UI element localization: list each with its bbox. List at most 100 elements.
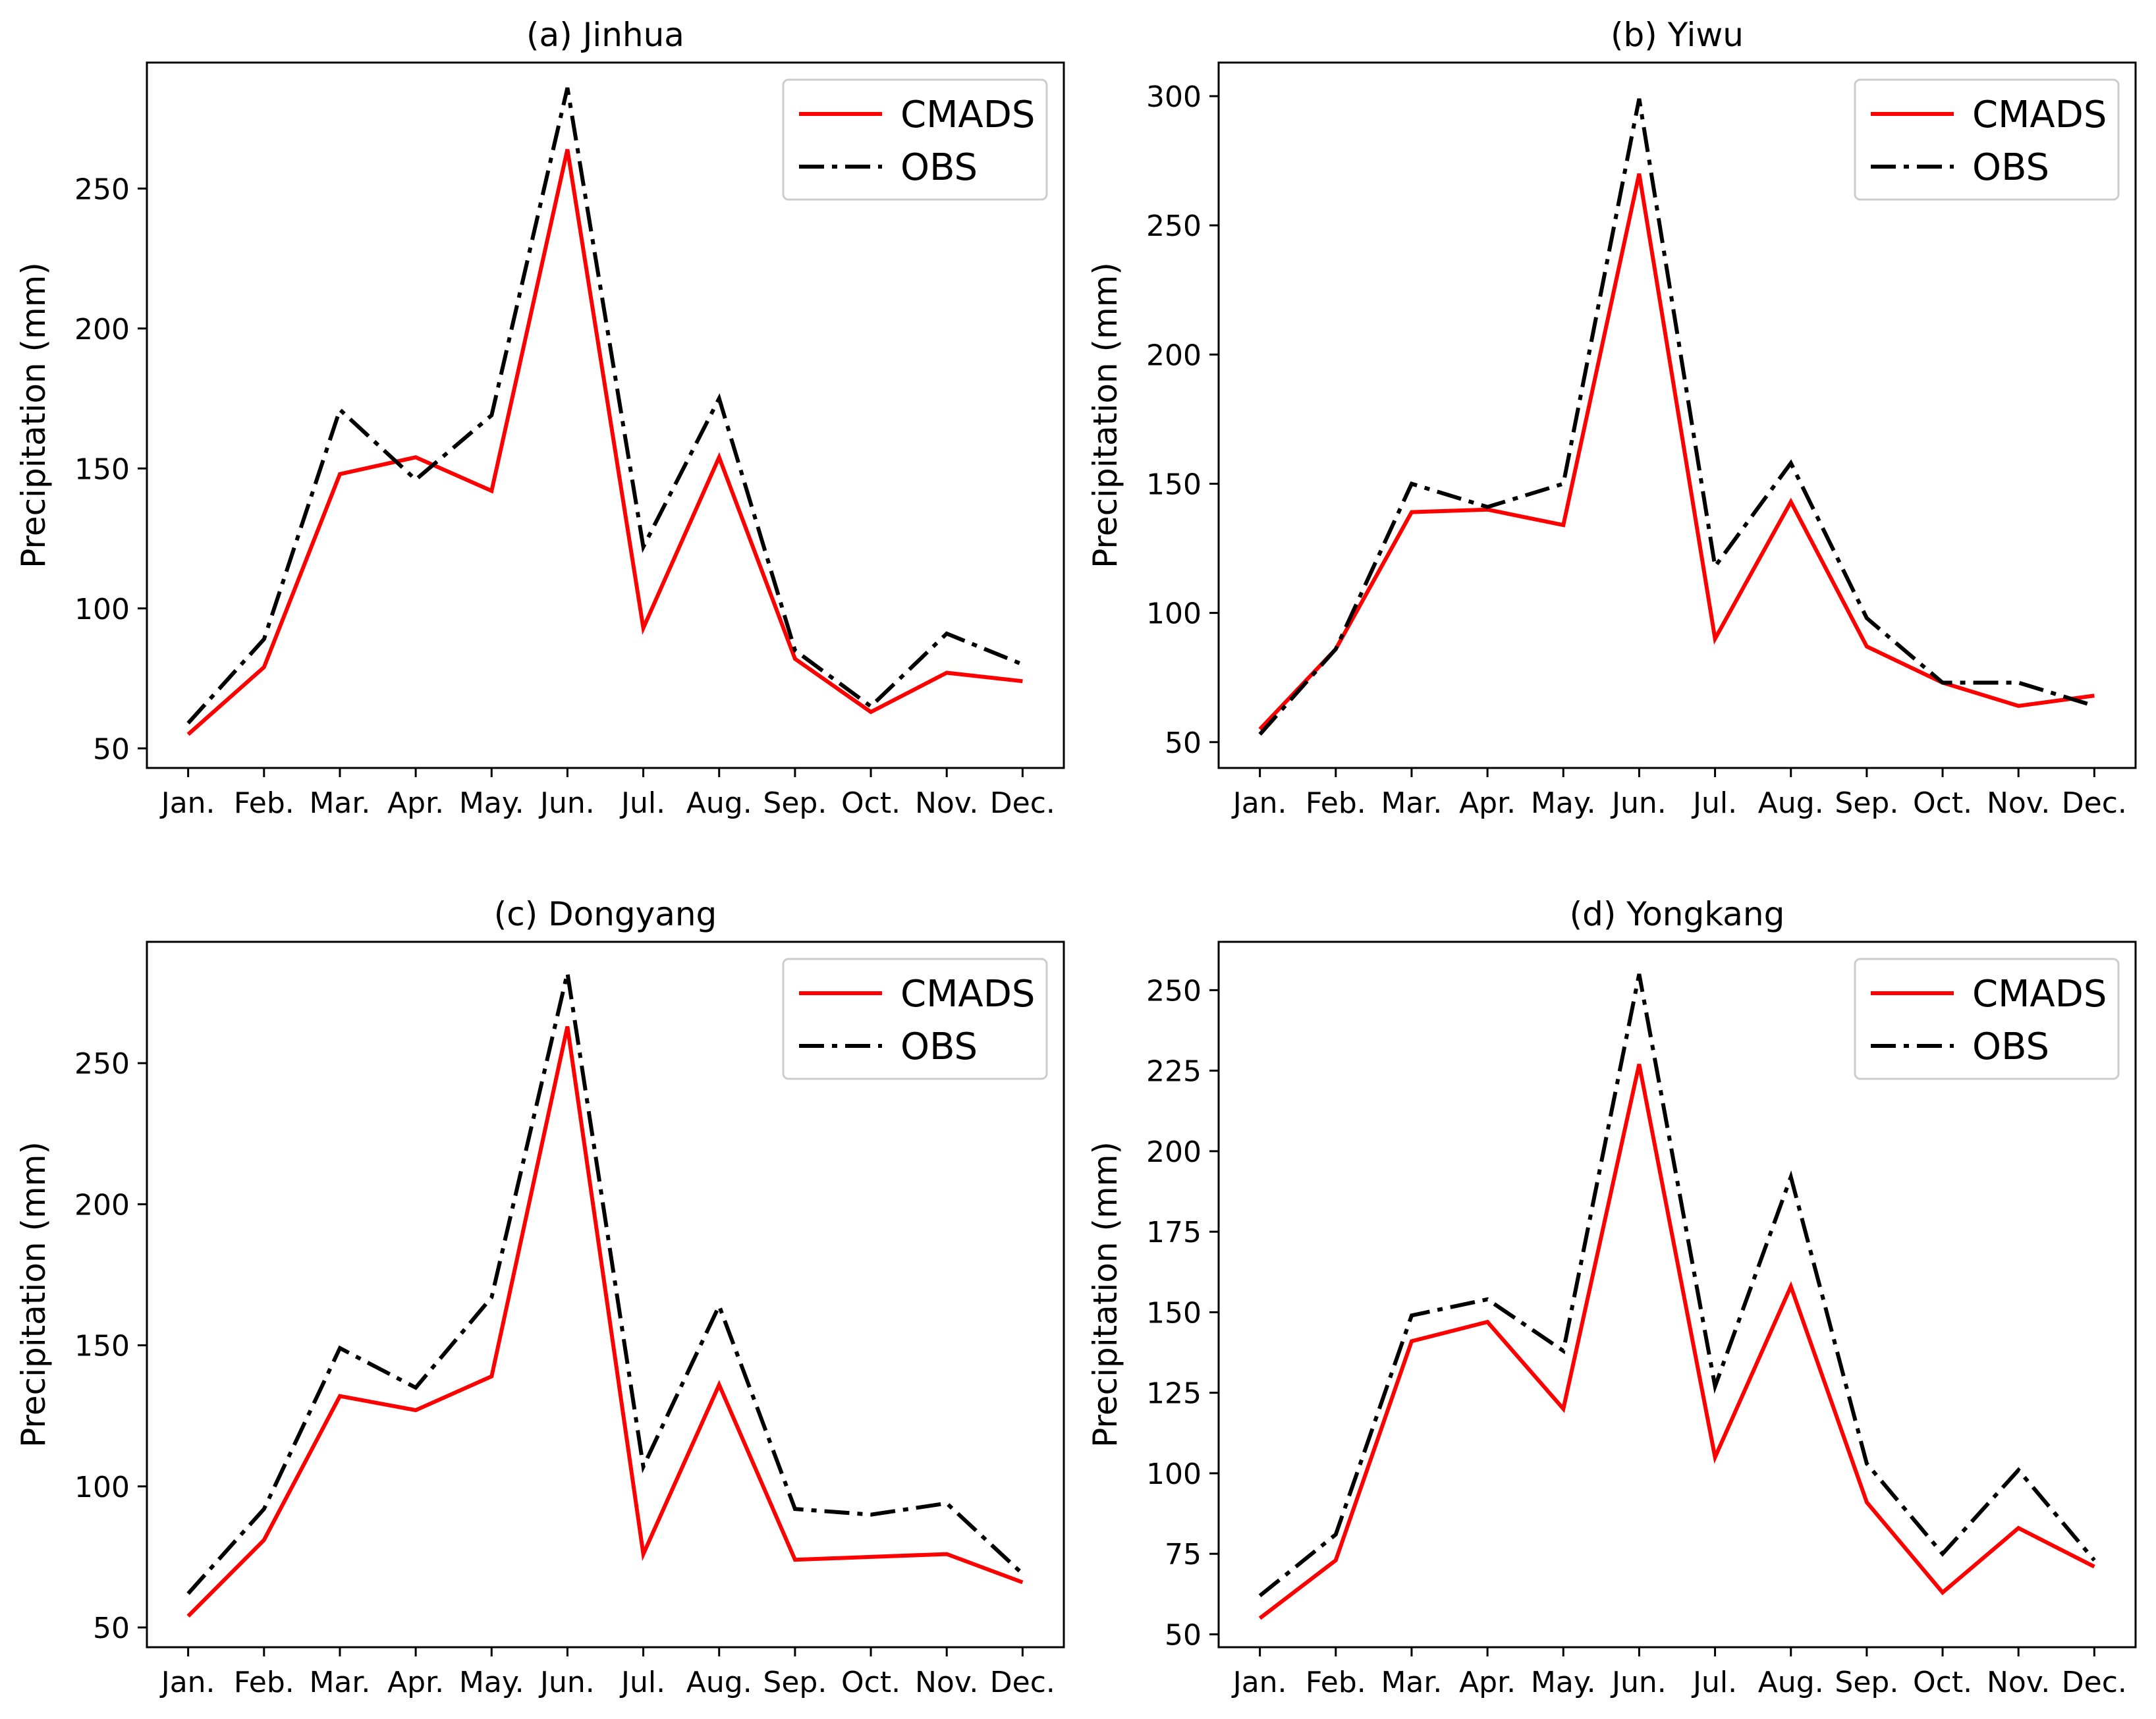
- x-tick-label: Jun.: [1610, 786, 1667, 820]
- axes-frame: [146, 61, 1065, 769]
- y-tick-label: 200: [1146, 339, 1202, 372]
- legend-label-obs: OBS: [900, 1025, 978, 1068]
- series-line-obs: [186, 972, 1024, 1595]
- y-tick-label: 50: [93, 732, 130, 766]
- legend: CMADS OBS: [1854, 958, 2120, 1080]
- y-tick-label: 50: [93, 1612, 130, 1645]
- x-tick-label: Oct.: [1913, 1666, 1972, 1699]
- plot-area: [1258, 98, 2095, 736]
- x-tick-label: Sep.: [1835, 1666, 1898, 1699]
- legend-frame: [782, 958, 1048, 1080]
- series-line-cmads: [1258, 1064, 2095, 1620]
- series-line-obs: [1258, 98, 2095, 736]
- x-tick-label: Apr.: [387, 786, 444, 820]
- y-tick-label: 100: [74, 1471, 130, 1504]
- x-tick-label: Sep.: [763, 786, 827, 820]
- y-tick-label: 150: [74, 1330, 130, 1363]
- y-tick-label: 250: [1146, 974, 1202, 1008]
- x-tick-label: Mar.: [309, 786, 370, 820]
- axes-frame: [146, 941, 1065, 1649]
- x-tick-label: Nov.: [915, 1666, 978, 1699]
- x-tick-label: Jun.: [1610, 1666, 1667, 1699]
- legend-label-cmads: CMADS: [900, 94, 1035, 136]
- y-tick-label: 100: [74, 593, 130, 626]
- x-tick-label: Aug.: [1758, 786, 1824, 820]
- x-tick-label: Aug.: [686, 1666, 752, 1699]
- x-tick-label: Jan.: [1231, 1666, 1287, 1699]
- x-tick-label: Jan.: [1231, 786, 1287, 820]
- x-tick-label: Jul.: [1691, 786, 1737, 820]
- x-tick-label: May.: [459, 786, 524, 820]
- x-tick-label: Feb.: [1306, 1666, 1366, 1699]
- chart-title: (d) Yongkang: [1570, 895, 1785, 933]
- plot-area: [186, 972, 1024, 1618]
- y-tick-label: 200: [74, 1188, 130, 1222]
- y-tick-label: 250: [74, 173, 130, 206]
- legend: CMADS OBS: [782, 958, 1048, 1080]
- y-axis-label: Precipitation (mm): [14, 1141, 53, 1448]
- axes-frame: [1217, 941, 2137, 1649]
- x-tick-label: Aug.: [1758, 1666, 1824, 1699]
- x-tick-label: Aug.: [686, 786, 752, 820]
- panel-yiwu: (b) Yiwu Precipitation (mm) 50 100 150 200 250…: [1086, 16, 2137, 820]
- x-tick-label: Jul.: [619, 1666, 665, 1699]
- y-tick-label: 150: [1146, 1296, 1202, 1330]
- legend-frame: [782, 78, 1048, 201]
- y-axis-label: Precipitation (mm): [1086, 1141, 1124, 1448]
- plot-area: [186, 87, 1024, 736]
- x-tick-label: Jun.: [538, 786, 595, 820]
- series-line-cmads: [1258, 173, 2095, 731]
- legend-label-obs: OBS: [900, 146, 978, 189]
- x-tick-label: May.: [1531, 786, 1596, 820]
- y-axis-label: Precipitation (mm): [14, 262, 53, 568]
- x-tick-label: Jan.: [159, 786, 215, 820]
- chart-title: (a) Jinhua: [526, 16, 684, 54]
- plot-area: [1258, 973, 2096, 1620]
- chart-title: (c) Dongyang: [494, 895, 717, 933]
- x-tick-label: Apr.: [387, 1666, 444, 1699]
- series-line-cmads: [186, 149, 1023, 736]
- y-tick-label: 50: [1165, 726, 1202, 760]
- y-tick-label: 200: [74, 313, 130, 346]
- y-tick-label: 175: [1146, 1216, 1202, 1249]
- x-tick-label: Sep.: [763, 1666, 827, 1699]
- legend-label-cmads: CMADS: [900, 973, 1035, 1016]
- x-tick-label: Dec.: [990, 1666, 1055, 1699]
- x-tick-label: Jan.: [159, 1666, 215, 1699]
- x-tick-label: Oct.: [1913, 786, 1972, 820]
- y-tick-label: 100: [1146, 597, 1202, 631]
- legend-label-cmads: CMADS: [1972, 973, 2107, 1016]
- y-tick-label: 100: [1146, 1458, 1202, 1491]
- x-tick-label: Nov.: [1987, 1666, 2050, 1699]
- x-tick-label: Nov.: [1987, 786, 2050, 820]
- x-tick-label: Dec.: [2062, 786, 2127, 820]
- x-tick-label: Jun.: [538, 1666, 595, 1699]
- y-tick-label: 200: [1146, 1135, 1202, 1169]
- legend: CMADS OBS: [1854, 78, 2120, 201]
- y-tick-label: 150: [1146, 468, 1202, 501]
- x-tick-label: Mar.: [1381, 786, 1442, 820]
- x-tick-label: Feb.: [234, 1666, 294, 1699]
- legend-label-obs: OBS: [1972, 146, 2049, 189]
- chart-title: (b) Yiwu: [1611, 16, 1744, 54]
- x-tick-label: Oct.: [841, 786, 900, 820]
- x-tick-label: Feb.: [1306, 786, 1366, 820]
- x-tick-label: Nov.: [915, 786, 978, 820]
- x-tick-label: Sep.: [1835, 786, 1898, 820]
- x-tick-label: May.: [459, 1666, 524, 1699]
- y-tick-label: 50: [1165, 1618, 1202, 1652]
- x-tick-label: Mar.: [1381, 1666, 1442, 1699]
- y-axis-label: Precipitation (mm): [1086, 262, 1124, 568]
- series-line-obs: [1258, 973, 2096, 1598]
- y-tick-label: 250: [74, 1047, 130, 1081]
- y-tick-label: 150: [74, 452, 130, 486]
- y-tick-label: 225: [1146, 1055, 1202, 1089]
- x-tick-label: Jul.: [619, 786, 665, 820]
- x-tick-label: Oct.: [841, 1666, 900, 1699]
- x-tick-label: Dec.: [2062, 1666, 2127, 1699]
- x-tick-label: Feb.: [234, 786, 294, 820]
- y-tick-label: 75: [1165, 1538, 1202, 1571]
- x-tick-label: Dec.: [990, 786, 1055, 820]
- axes-frame: [1217, 61, 2137, 769]
